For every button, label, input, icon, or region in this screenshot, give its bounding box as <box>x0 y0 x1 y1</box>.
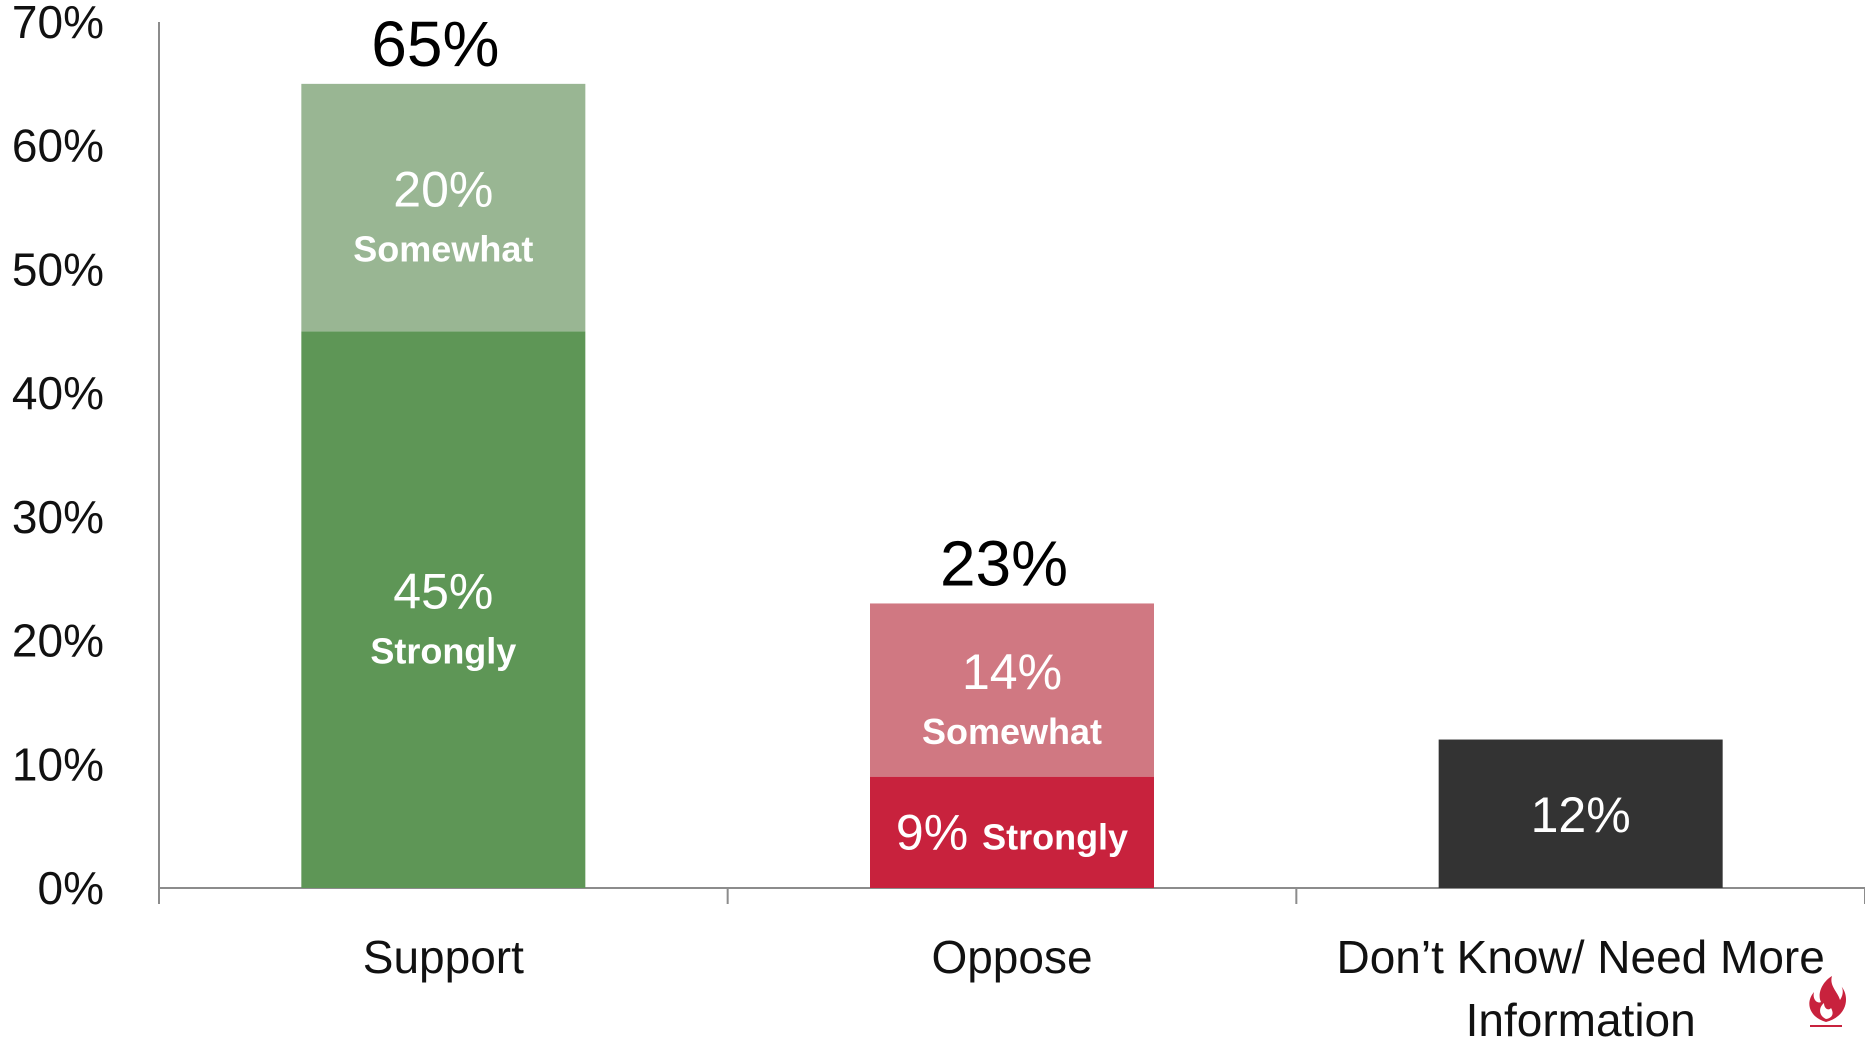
y-tick-label: 20% <box>12 615 104 667</box>
y-tick-label: 30% <box>12 491 104 543</box>
y-tick-label: 60% <box>12 120 104 172</box>
bar-segment <box>301 331 586 888</box>
bar-total-label: 23% <box>940 527 1068 599</box>
segment-name-label: Strongly <box>370 631 516 672</box>
bar-total-label: 65% <box>371 8 499 80</box>
segment-label: 9% Strongly <box>896 804 1128 860</box>
category-labels: Support Oppose Don’t Know/ Need More Inform… <box>363 931 1825 1046</box>
bar-labels: 45% Strongly 20% Somewhat 9% Strongly 14% Some… <box>353 8 1630 860</box>
segment-value-label: 45% <box>393 564 493 620</box>
segment-value-label: 20% <box>393 162 493 218</box>
y-tick-label: 0% <box>38 862 104 914</box>
segment-name-label: Somewhat <box>922 711 1102 752</box>
flame-icon <box>1809 976 1847 1027</box>
segment-value-label: 12% <box>1531 787 1631 843</box>
y-tick-label: 70% <box>12 0 104 48</box>
x-category-label: Oppose <box>931 931 1092 983</box>
bar-segment <box>1438 739 1723 888</box>
x-category-label: Information <box>1466 994 1696 1046</box>
y-tick-label: 40% <box>12 367 104 419</box>
y-tick-label: 10% <box>12 738 104 790</box>
y-ticks: 0% 10% 20% 30% 40% 50% 60% 70% <box>12 0 104 914</box>
segment-value-label: 14% <box>962 644 1062 700</box>
bar-segment <box>870 776 1154 888</box>
x-category-ticks <box>158 888 1865 904</box>
segment-name-label: Somewhat <box>353 229 533 270</box>
x-category-label: Don’t Know/ Need More <box>1336 931 1824 983</box>
bar-segment <box>870 603 1154 777</box>
bars <box>301 83 1723 888</box>
bar-segment <box>301 83 586 332</box>
y-tick-label: 50% <box>12 243 104 295</box>
x-category-label: Support <box>363 931 524 983</box>
